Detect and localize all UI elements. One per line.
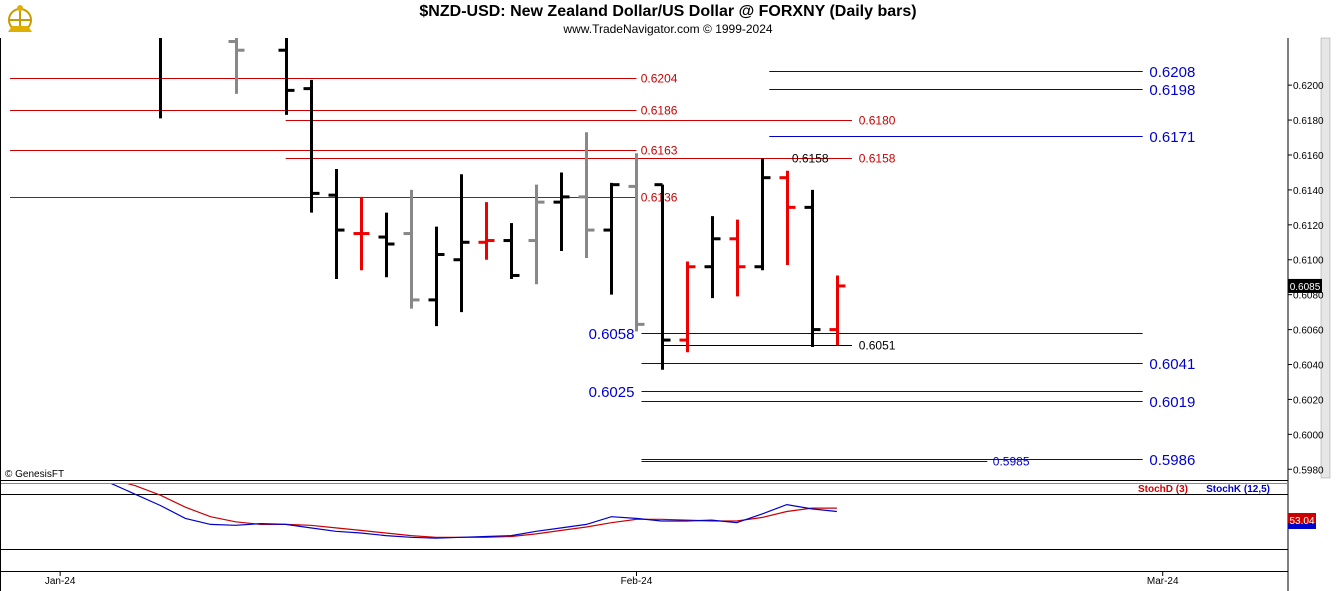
chart-header: $NZD-USD: New Zealand Dollar/US Dollar @… xyxy=(0,0,1336,38)
time-tick-label: Mar-24 xyxy=(1147,576,1179,587)
price-tick-label: 0.6180 xyxy=(1293,116,1324,127)
level-label: 0.5986 xyxy=(1149,452,1195,469)
stochk-line xyxy=(110,484,837,539)
level-label: 0.6186 xyxy=(641,104,678,118)
price-tick-label: 0.5980 xyxy=(1293,465,1324,476)
chart-subtitle: www.TradeNavigator.com © 1999-2024 xyxy=(563,22,773,36)
current-price-badge xyxy=(1288,278,1322,293)
level-label: 0.6171 xyxy=(1149,129,1195,146)
level-label: 0.6158 xyxy=(859,152,896,166)
level-lines: 0.6204 0.6186 0.6180 0.6163 0.6158 0.6136 0.62… xyxy=(10,64,1195,469)
price-tick-label: 0.6200 xyxy=(1293,81,1324,92)
level-label: 0.6051 xyxy=(859,339,896,353)
current-price-label: 0.6085 xyxy=(1290,282,1321,293)
level-label: 0.6041 xyxy=(1149,356,1195,373)
time-tick-label: Feb-24 xyxy=(621,576,653,587)
copyright-label: © GenesisFT xyxy=(5,469,65,480)
price-tick-label: 0.6060 xyxy=(1293,326,1324,337)
trade-navigator-logo xyxy=(8,5,32,32)
level-label: 0.6180 xyxy=(859,114,896,128)
price-tick-label: 0.6080 xyxy=(1293,291,1324,302)
level-label: 0.6208 xyxy=(1149,64,1195,81)
level-label: 0.6204 xyxy=(641,72,678,86)
scrollbar[interactable] xyxy=(1320,37,1331,479)
legend-stochk: StochK (12,5) xyxy=(1206,484,1270,495)
level-label: 0.6025 xyxy=(589,384,635,401)
price-tick-label: 0.6140 xyxy=(1293,186,1324,197)
stochd-line xyxy=(126,484,837,538)
stoch-value-badge-k xyxy=(1288,523,1316,529)
level-label: 0.6163 xyxy=(641,144,678,158)
price-axis: 0.6200 0.6180 0.6160 0.6140 0.6120 0.6100 0.60… xyxy=(1288,81,1324,476)
chart-title: $NZD-USD: New Zealand Dollar/US Dollar @… xyxy=(419,3,917,20)
level-label: 0.5985 xyxy=(993,455,1030,469)
time-tick-label: Jan-24 xyxy=(45,576,76,587)
price-tick-label: 0.6100 xyxy=(1293,256,1324,267)
price-tick-label: 0.6000 xyxy=(1293,430,1324,441)
level-label: 0.6158 xyxy=(792,152,829,166)
stochastic-panel xyxy=(110,484,837,539)
level-label: 0.6198 xyxy=(1149,82,1195,99)
level-label: 0.6136 xyxy=(641,191,678,205)
stoch-current-label: 53.04 xyxy=(1289,516,1314,527)
level-label: 0.6019 xyxy=(1149,394,1195,411)
time-axis: Jan-24 Feb-24 Mar-24 xyxy=(45,571,1179,587)
price-tick-label: 0.6040 xyxy=(1293,361,1324,372)
level-label: 0.6058 xyxy=(589,326,635,343)
price-tick-label: 0.6020 xyxy=(1293,395,1324,406)
price-tick-label: 0.6160 xyxy=(1293,151,1324,162)
price-tick-label: 0.6120 xyxy=(1293,221,1324,232)
ohlc-bars xyxy=(159,38,846,370)
legend-stochd: StochD (3) xyxy=(1138,484,1188,495)
